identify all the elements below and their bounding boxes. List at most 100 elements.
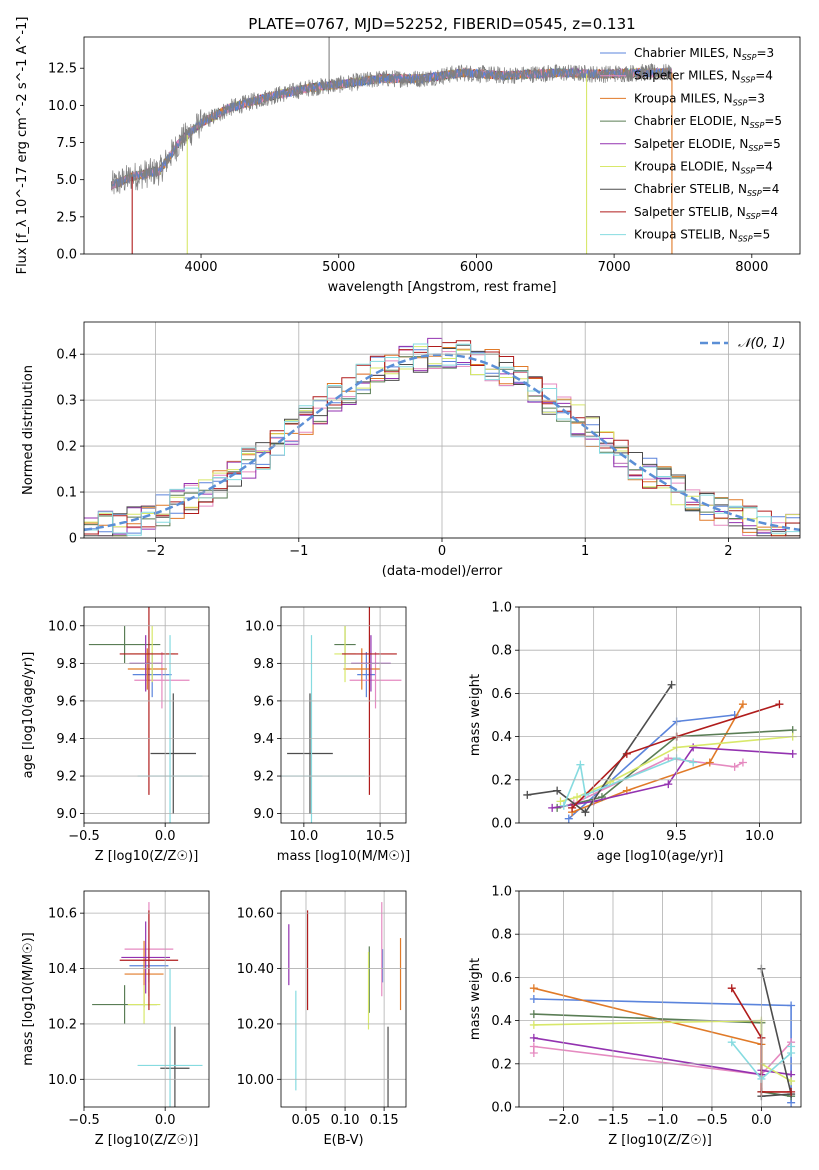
axes-frame	[83, 36, 801, 255]
panel-age_vs_mass: 10.0 10.5 9.0 9.2 9.4 9.6 9.8 10.0 mass [log10(M…	[245, 606, 410, 864]
axes-frame	[280, 890, 407, 1108]
x-tick-label: −0.5	[68, 1113, 100, 1128]
weight-line	[527, 684, 673, 814]
y-axis-label: age [log10(age/yr)]	[21, 652, 36, 779]
weight-point	[529, 1010, 538, 1019]
y-tick-label: 0.1	[56, 486, 77, 501]
x-tick-label: 10.0	[745, 829, 774, 844]
panels: 4000 5000 6000 7000 80000.02.55.07.510.012.5…	[15, 17, 802, 1148]
y-tick-label: 7.5	[56, 136, 77, 151]
legend-label: Chabrier STELIB, NSSP=4	[634, 182, 779, 198]
legend-label: 𝒩(0, 1)	[738, 336, 785, 351]
weight-point	[581, 790, 590, 799]
y-tick-label: 0.4	[491, 730, 512, 745]
weight-point	[689, 743, 698, 752]
x-axis-label: age [log10(age/yr)]	[597, 849, 724, 864]
y-tick-label: 0.0	[56, 248, 77, 263]
y-tick-label: 10.40	[237, 962, 274, 977]
y-tick-label: 9.6	[56, 694, 77, 709]
y-tick-label: 10.20	[237, 1017, 274, 1032]
x-tick-label: 7000	[598, 260, 631, 275]
x-axis-label: Z [log10(Z/Z☉)]	[95, 849, 199, 864]
weight-line	[760, 968, 793, 1097]
axes-frame	[83, 890, 210, 1108]
panel-spectrum: 4000 5000 6000 7000 8000 0.0 2.5 5.0 7.5 10.0 12.5…	[15, 17, 801, 295]
figure-title: PLATE=0767, MJD=52252, FIBERID=0545, z=0…	[248, 15, 635, 33]
y-tick-label: 12.5	[48, 62, 77, 77]
axes-frame	[518, 606, 802, 824]
weight-point	[523, 790, 532, 799]
weight-point	[529, 995, 538, 1003]
y-tick-label: 0.0	[491, 817, 512, 832]
x-tick-label: 1	[581, 544, 589, 559]
legend-label: Kroupa MILES, NSSP=3	[634, 91, 765, 107]
y-axis-label: mass [log10(M/M☉)]	[21, 932, 36, 1065]
y-tick-label: 0.2	[491, 1057, 512, 1072]
y-tick-label: 9.8	[253, 657, 274, 672]
y-tick-label: 9.2	[253, 770, 274, 785]
y-tick-label: 9.6	[253, 694, 274, 709]
x-tick-label: −0.5	[68, 829, 100, 844]
y-tick-label: 0.6	[491, 687, 512, 702]
x-axis-label: wavelength [Angstrom, rest frame]	[328, 280, 557, 295]
y-tick-label: 10.0	[48, 619, 77, 634]
x-tick-label: 10.0	[289, 829, 318, 844]
x-tick-label: 8000	[735, 260, 768, 275]
y-tick-label: 10.00	[237, 1073, 274, 1088]
weight-point	[556, 797, 565, 806]
y-tick-label: 0.2	[56, 440, 77, 455]
legend-label: Kroupa ELODIE, NSSP=4	[634, 160, 773, 176]
weight-point	[787, 1001, 796, 1010]
weight-point	[738, 758, 747, 767]
weight-point	[564, 814, 573, 823]
y-tick-label: 0.4	[491, 1014, 512, 1029]
y-tick-label: 10.0	[245, 619, 274, 634]
x-tick-label: 0.0	[155, 829, 176, 844]
plot-area	[288, 902, 402, 1107]
y-tick-label: 0.8	[491, 928, 512, 943]
x-tick-label: 0.0	[155, 1113, 176, 1128]
x-tick-label: 0.0	[751, 1113, 772, 1128]
weight-point	[667, 680, 676, 689]
legend-label: Salpeter MILES, NSSP=4	[634, 69, 773, 85]
y-tick-label: 10.0	[48, 99, 77, 114]
x-axis-label: Z [log10(Z/Z☉)]	[608, 1133, 712, 1148]
weight-point	[727, 984, 736, 993]
x-tick-label: −2	[146, 544, 165, 559]
weight-point	[788, 749, 797, 758]
x-tick-label: 6000	[460, 260, 493, 275]
x-tick-label: −1	[289, 544, 308, 559]
y-tick-label: 5.0	[56, 173, 77, 188]
x-tick-label: 0.15	[370, 1113, 399, 1128]
weight-point	[576, 760, 585, 769]
weight-point	[573, 793, 582, 802]
x-axis-label: mass [log10(M/M☉)]	[277, 849, 410, 864]
weight-line	[571, 703, 780, 809]
x-tick-label: 0	[438, 544, 446, 559]
panel-age_vs_Z: −0.5 0.0 9.0 9.2 9.4 9.6 9.8 10.0 Z [log10(Z/Z☉)…	[21, 606, 210, 864]
weight-point	[689, 758, 698, 767]
weight-point	[730, 762, 739, 771]
weight-point	[529, 984, 538, 993]
axes-frame	[518, 890, 802, 1108]
y-tick-label: 0.3	[56, 394, 77, 409]
y-tick-label: 9.4	[253, 732, 274, 747]
weight-point	[529, 1020, 538, 1029]
x-tick-label: −2.0	[548, 1113, 580, 1128]
panel-weight_vs_age: 9.0 9.5 10.0 0.0 0.2 0.4 0.6 0.8 1.0 age [log10(a…	[468, 601, 802, 864]
y-tick-label: 10.0	[48, 1073, 77, 1088]
weight-point	[553, 786, 562, 795]
x-tick-label: 5000	[322, 260, 355, 275]
weight-point	[581, 808, 590, 817]
y-tick-label: 10.60	[237, 907, 274, 922]
y-tick-label: 0	[69, 532, 77, 547]
plot-area	[523, 680, 797, 823]
panel-residuals: −2 −1 0 1 2 0 0.1 0.2 0.3 0.4 (data-model)/error No…	[21, 321, 801, 579]
y-tick-label: 0.8	[491, 644, 512, 659]
x-tick-label: 0.10	[331, 1113, 360, 1128]
x-tick-label: −1.5	[597, 1113, 629, 1128]
y-axis-label: Flux [f_λ 10^-17 erg cm^-2 s^-1 A^-1]	[15, 17, 30, 275]
y-tick-label: 9.0	[56, 807, 77, 822]
y-tick-label: 9.4	[56, 732, 77, 747]
